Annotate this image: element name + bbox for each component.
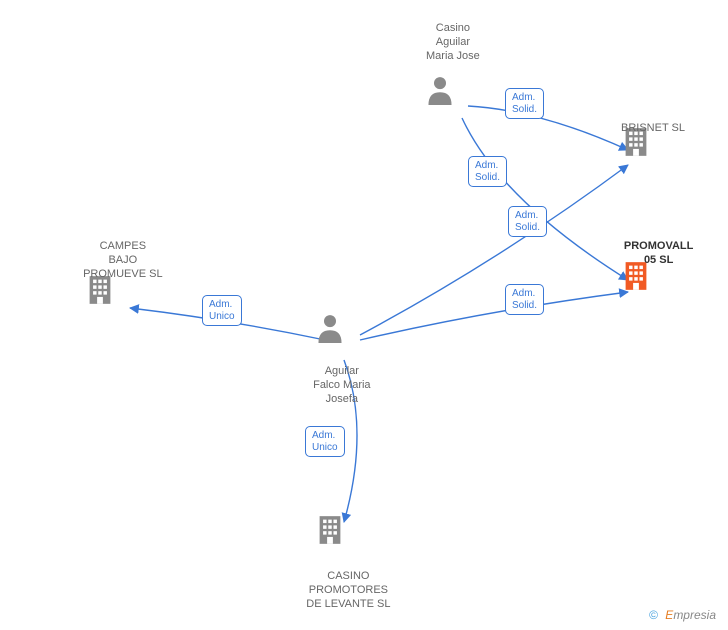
node-label-company_casino_prom: CASINO PROMOTORES DE LEVANTE SL bbox=[306, 570, 390, 611]
node-label-person_top: Casino Aguilar Maria Jose bbox=[426, 22, 480, 63]
edge-label: Adm. Solid. bbox=[505, 88, 544, 119]
copyright-symbol: © bbox=[649, 608, 658, 622]
edge-person_top-to-company_brisnet bbox=[468, 106, 628, 150]
person-icon-person_center bbox=[316, 313, 344, 343]
edge-label: Adm. Solid. bbox=[468, 156, 507, 187]
footer-attribution: © Empresia bbox=[649, 608, 716, 622]
node-label-person_center: Aguilar Falco Maria Josefa bbox=[313, 365, 370, 406]
node-label-company_campes: CAMPES BAJO PROMUEVE SL bbox=[83, 240, 162, 281]
brand-rest: mpresia bbox=[673, 608, 716, 622]
node-label-company_brisnet: BRISNET SL bbox=[621, 122, 685, 136]
edge-label: Adm. Unico bbox=[202, 295, 242, 326]
edge-person_center-to-company_promovall bbox=[360, 292, 628, 340]
edge-label: Adm. Solid. bbox=[508, 206, 547, 237]
building-icon-company_casino_prom bbox=[316, 515, 344, 545]
node-label-company_promovall: PROMOVALL 05 SL bbox=[624, 240, 693, 268]
edge-person_center-to-company_brisnet bbox=[360, 165, 628, 335]
person-icon-person_top bbox=[426, 75, 454, 105]
edge-label: Adm. Unico bbox=[305, 426, 345, 457]
diagram-canvas bbox=[0, 0, 728, 630]
edge-person_top-to-company_promovall bbox=[462, 118, 628, 280]
edge-label: Adm. Solid. bbox=[505, 284, 544, 315]
